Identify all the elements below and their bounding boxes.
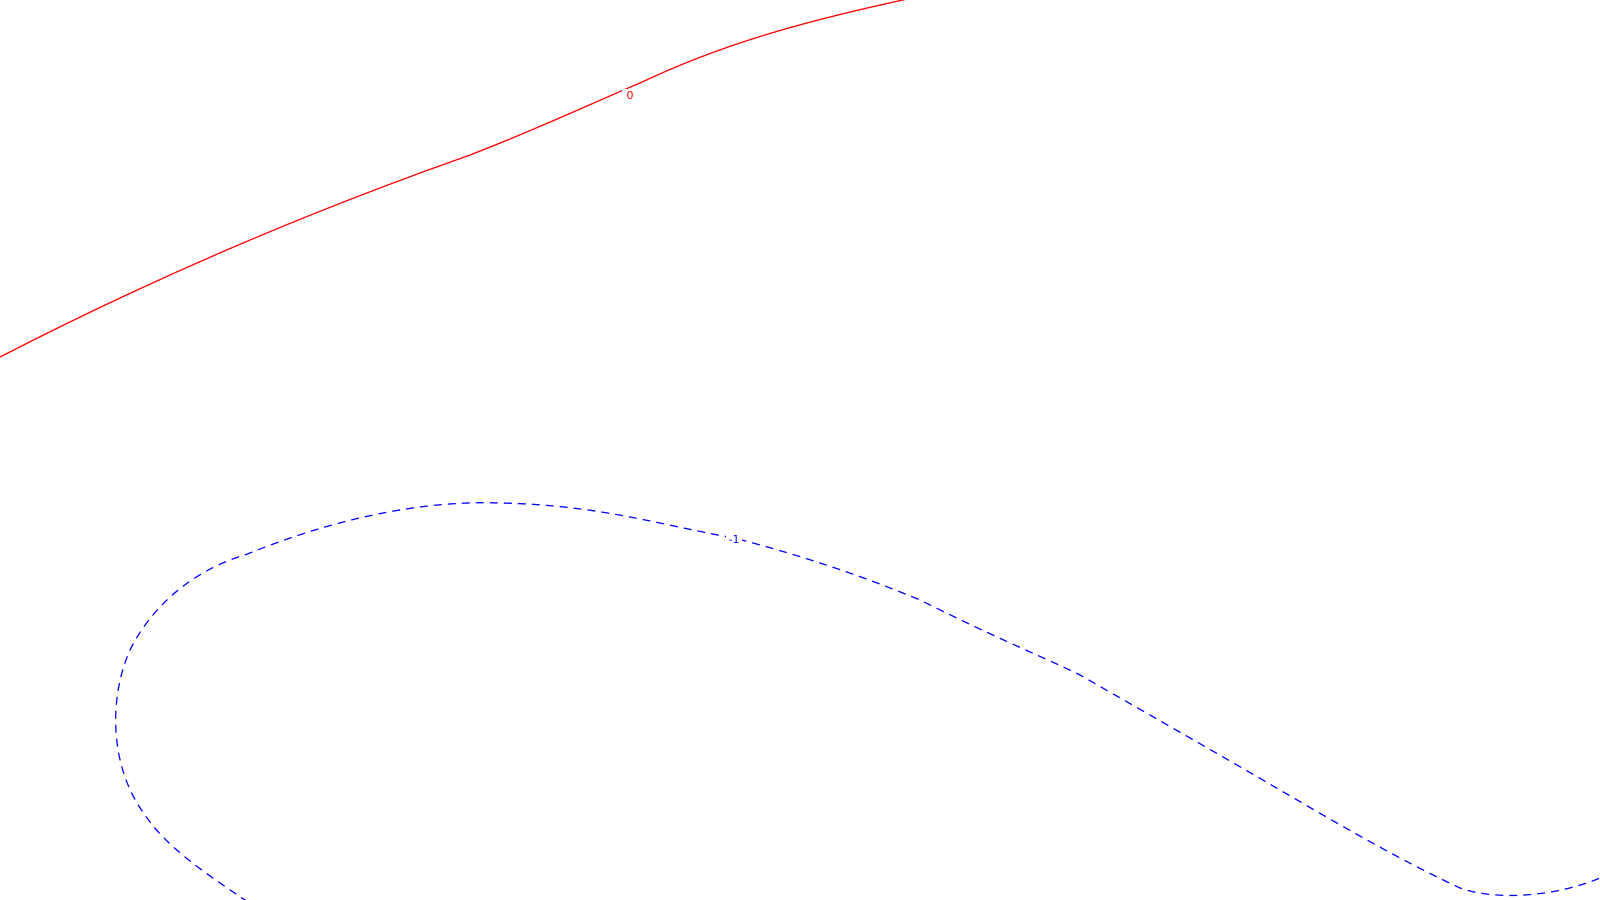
contour-label-level-neg1: -1	[729, 533, 740, 546]
contour-label-bg	[622, 89, 638, 103]
contour-label-level-0: 0	[627, 89, 634, 102]
contour-line-level-neg1	[114, 502, 1600, 900]
contour-line-level-0	[0, 0, 906, 358]
contour-label-bg	[726, 533, 742, 547]
